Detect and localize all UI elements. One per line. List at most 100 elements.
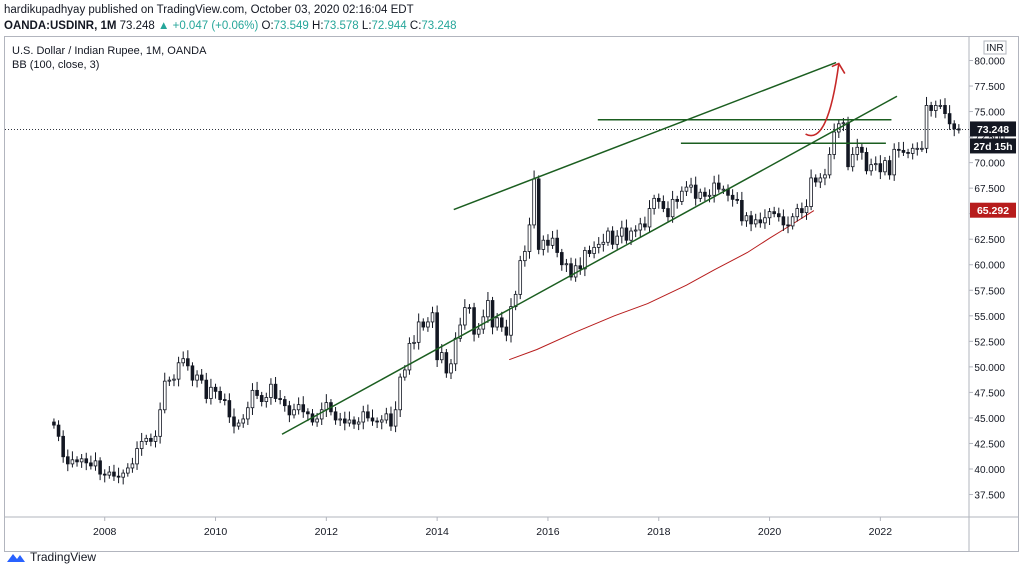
candle-body — [472, 307, 476, 335]
last-price: 73.248 — [119, 20, 155, 32]
candle-body — [333, 411, 338, 421]
currency-box — [983, 40, 1007, 55]
candle-body — [957, 128, 961, 131]
candle-body — [800, 208, 804, 214]
candle-body — [416, 321, 421, 343]
indicator-label[interactable]: BB (100, close, 3) — [12, 59, 100, 71]
candle-body — [587, 250, 592, 254]
candle-body — [384, 413, 389, 421]
candle-body — [823, 174, 827, 179]
trendlines[interactable] — [281, 61, 898, 435]
candle-body — [661, 201, 666, 209]
candle-body — [601, 241, 606, 245]
candle-body — [453, 337, 458, 365]
candle-body — [232, 416, 236, 427]
x-tick-label: 2016 — [536, 526, 560, 538]
y-tick-label: 42.500 — [974, 439, 1005, 450]
candle-body — [490, 300, 495, 328]
candle-body — [906, 152, 910, 154]
x-tick-label: 2010 — [204, 526, 228, 538]
candle-body — [620, 227, 624, 237]
candle-body — [287, 405, 292, 416]
candle-body — [850, 154, 855, 168]
chart-header: hardikupadhyay published on TradingView.… — [4, 2, 457, 34]
candle-body — [306, 411, 310, 415]
candle-body — [158, 409, 162, 437]
candle-body — [550, 237, 555, 246]
candle-body — [560, 252, 564, 266]
candle-body — [883, 160, 887, 173]
candle-body — [841, 122, 846, 125]
candle-body — [790, 216, 795, 227]
close-value: 73.248 — [421, 20, 457, 32]
candle-body — [615, 235, 619, 245]
candle-body — [818, 177, 823, 183]
candle-body — [222, 399, 227, 401]
candle-body — [689, 184, 693, 188]
candle-body — [583, 250, 587, 270]
candle-body — [569, 263, 573, 278]
candle-body — [186, 358, 190, 367]
candle-body — [435, 312, 439, 361]
candle-body — [356, 421, 361, 425]
candle-body — [795, 208, 800, 218]
candle-body — [684, 186, 689, 192]
candle-body — [449, 363, 453, 374]
candle-body — [772, 211, 776, 215]
candle-body — [236, 422, 241, 427]
candle-body — [573, 265, 578, 278]
candle-body — [680, 190, 684, 202]
bb-value-badge: 65.292 — [977, 205, 1009, 217]
candle-body — [763, 217, 767, 224]
candle-body — [66, 456, 70, 465]
candle-body — [693, 184, 698, 199]
tradingview-footer[interactable]: TradingView — [6, 548, 96, 566]
projection-arrow — [805, 62, 846, 137]
candle-body — [777, 213, 781, 218]
candle-body — [389, 413, 393, 427]
bb-middle-series — [509, 210, 815, 361]
y-tick-label: 57.500 — [974, 286, 1005, 297]
candle-body — [70, 459, 75, 465]
candle-body — [629, 230, 633, 241]
candle-body — [102, 473, 107, 476]
candle-body — [209, 386, 213, 399]
open-label: O: — [261, 20, 274, 32]
author-name[interactable]: hardikupadhyay — [4, 4, 86, 16]
candle-body — [296, 404, 301, 411]
candle-body — [458, 324, 463, 339]
candle-body — [873, 163, 878, 166]
trendline — [281, 95, 898, 435]
candle-body — [596, 243, 601, 248]
candle-body — [273, 383, 278, 399]
x-tick-label: 2020 — [758, 526, 782, 538]
candle-body — [504, 326, 509, 336]
candle-body — [259, 395, 264, 402]
y-tick-label: 50.000 — [974, 363, 1005, 374]
candle-body — [282, 399, 287, 407]
candle-body — [753, 219, 758, 225]
arrow-curve — [805, 63, 840, 137]
arrow-head — [831, 62, 846, 74]
candle-body — [176, 362, 181, 380]
low-label: L: — [361, 20, 372, 32]
countdown-badge: 27d 15h — [973, 141, 1012, 153]
candle-body — [758, 219, 763, 224]
candle-body — [947, 113, 952, 125]
candle-body — [647, 208, 652, 228]
candle-body — [813, 177, 818, 183]
x-tick-label: 2018 — [647, 526, 671, 538]
x-axis[interactable]: 2008 2010 2012 2014 2016 2018 2020 2022 — [93, 517, 892, 538]
candle-body — [864, 152, 869, 172]
candle-body — [486, 300, 490, 318]
candle-body — [52, 421, 56, 426]
candle-body — [393, 409, 398, 427]
candle-body — [781, 216, 786, 226]
candle-body — [564, 263, 569, 266]
candle-body — [509, 306, 513, 336]
y-tick-label: 40.000 — [974, 465, 1005, 476]
y-axis[interactable]: 37.500 40.000 42.500 45.000 47.500 50.000 52.5… — [969, 40, 1007, 502]
candle-body — [578, 265, 583, 270]
candle-body — [398, 376, 402, 411]
